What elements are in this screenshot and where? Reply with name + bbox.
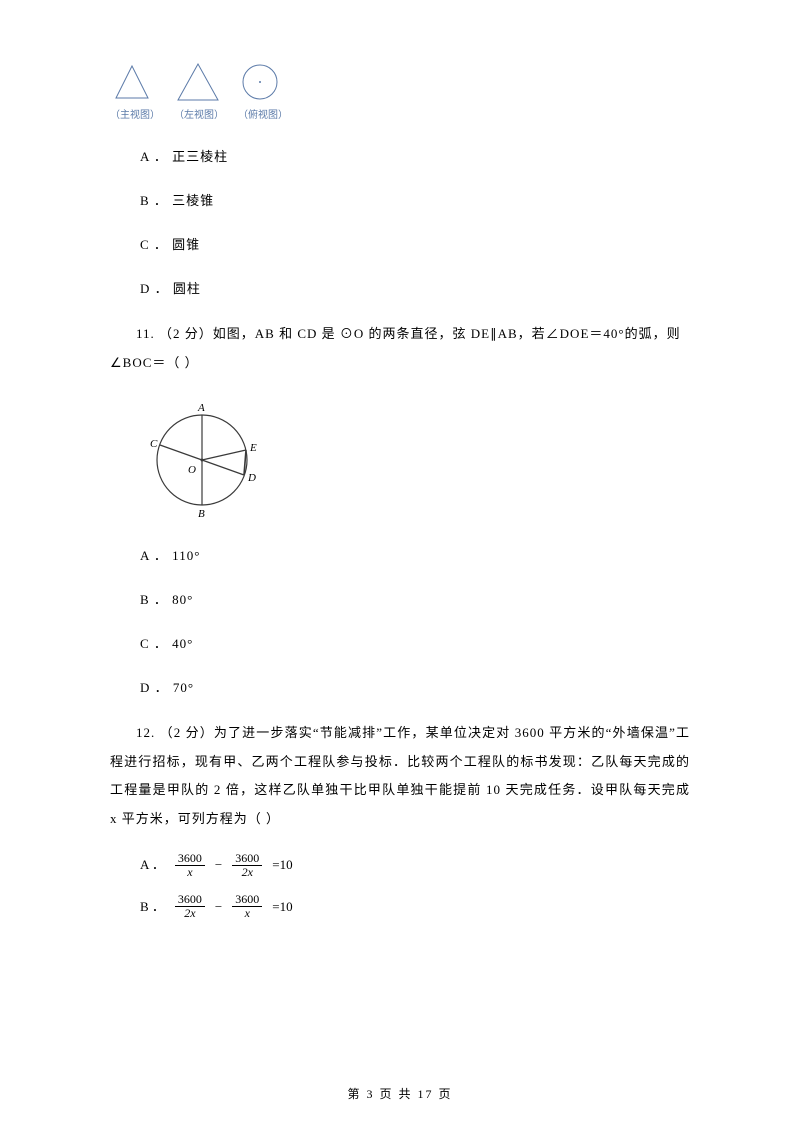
front-view: （主视图） [110,60,160,126]
minus-op: − [215,894,222,920]
q11-text-line1: 11. （2 分）如图，AB 和 CD 是 ⊙O 的两条直径，弦 DE∥AB，若… [110,320,690,349]
q11-option-d: D ． 70° [140,675,690,701]
q10-option-b: B ． 三棱锥 [140,188,690,214]
circle-geometry-icon: A B C D E O [140,395,270,525]
page-footer: 第 3 页 共 17 页 [0,1085,800,1102]
svg-text:D: D [247,472,256,484]
q11-diagram: A B C D E O [140,395,690,525]
q12-option-a: A ． 3600 x − 3600 2x =10 [140,852,690,879]
q12-a-label: A ． [140,852,165,878]
fraction: 3600 x [175,852,205,879]
left-view-caption: （左视图） [174,106,224,126]
top-view: （俯视图） [238,60,288,126]
svg-text:E: E [249,442,257,454]
fraction: 3600 2x [175,893,205,920]
q10-option-a: A ． 正三棱柱 [140,144,690,170]
svg-text:C: C [150,438,158,450]
q11-option-b: B ． 80° [140,587,690,613]
q10-option-d: D ． 圆柱 [140,276,690,302]
minus-op: − [215,852,222,878]
svg-text:O: O [188,464,196,476]
q12-b-label: B ． [140,894,165,920]
q10-option-c: C ． 圆锥 [140,232,690,258]
q11-option-c: C ． 40° [140,631,690,657]
q12-text: 12. （2 分）为了进一步落实“节能减排”工作，某单位决定对 3600 平方米… [110,719,690,833]
top-view-caption: （俯视图） [238,106,288,126]
q11-option-a: A ． 110° [140,543,690,569]
svg-text:B: B [198,508,205,520]
triangle-icon [110,60,154,104]
triangle-icon [174,60,222,104]
q12-b-rhs: =10 [272,894,292,920]
q11-text-line2: ∠BOC＝（ ） [110,349,690,378]
q12-option-b: B ． 3600 2x − 3600 x =10 [140,893,690,920]
q12-a-rhs: =10 [272,852,292,878]
fraction: 3600 x [232,893,262,920]
svg-text:A: A [197,402,205,414]
left-view: （左视图） [174,60,224,126]
three-views-diagram: （主视图） （左视图） （俯视图） [110,60,690,126]
front-view-caption: （主视图） [110,106,160,126]
circle-dot-icon [238,60,282,104]
fraction: 3600 2x [232,852,262,879]
